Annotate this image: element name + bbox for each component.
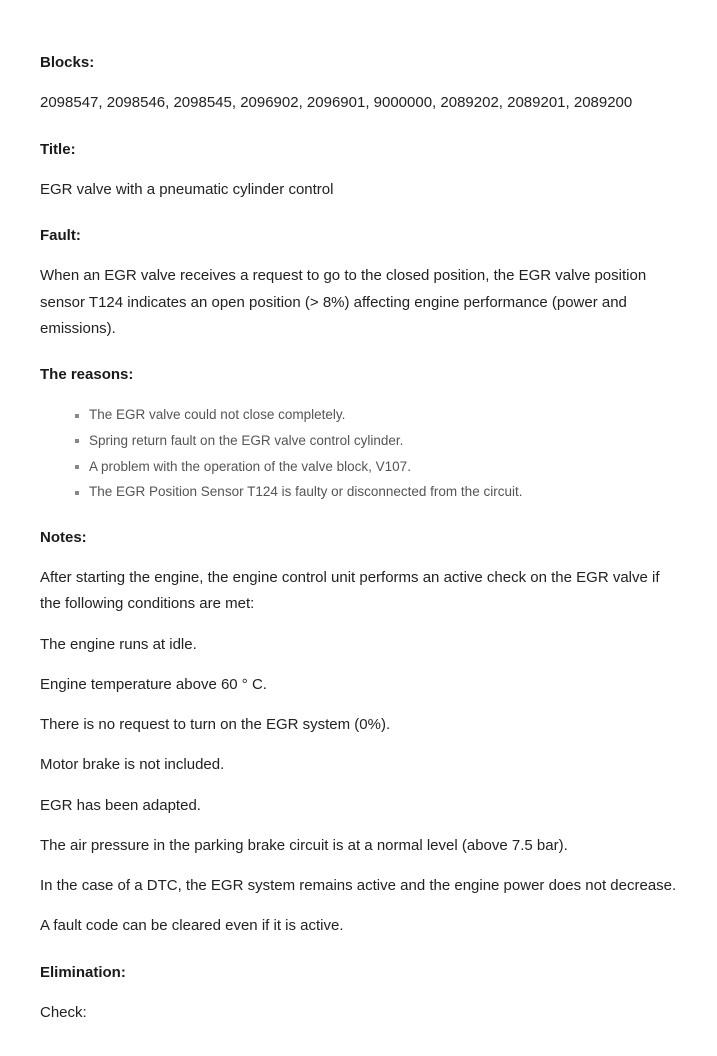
reasons-list: The EGR valve could not close completely…	[40, 402, 677, 505]
notes-text: In the case of a DTC, the EGR system rem…	[40, 873, 677, 899]
notes-text: The air pressure in the parking brake ci…	[40, 833, 677, 859]
notes-text: The engine runs at idle.	[40, 632, 677, 658]
notes-text: Engine temperature above 60 ° C.	[40, 672, 677, 698]
fault-text: When an EGR valve receives a request to …	[40, 263, 677, 342]
notes-text: A fault code can be cleared even if it i…	[40, 913, 677, 939]
notes-text: After starting the engine, the engine co…	[40, 565, 677, 618]
blocks-heading: Blocks:	[40, 50, 677, 76]
check-label: Check:	[40, 1000, 677, 1026]
title-heading: Title:	[40, 137, 677, 163]
reasons-heading: The reasons:	[40, 362, 677, 388]
fault-heading: Fault:	[40, 223, 677, 249]
list-item: A problem with the operation of the valv…	[75, 454, 677, 480]
notes-text: There is no request to turn on the EGR s…	[40, 712, 677, 738]
notes-heading: Notes:	[40, 525, 677, 551]
list-item: Spring return fault on the EGR valve con…	[75, 428, 677, 454]
list-item: The EGR Position Sensor T124 is faulty o…	[75, 479, 677, 505]
notes-text: Motor brake is not included.	[40, 752, 677, 778]
list-item: The EGR valve could not close completely…	[75, 402, 677, 428]
notes-text: EGR has been adapted.	[40, 793, 677, 819]
blocks-text: 2098547, 2098546, 2098545, 2096902, 2096…	[40, 90, 677, 116]
title-text: EGR valve with a pneumatic cylinder cont…	[40, 177, 677, 203]
elimination-heading: Elimination:	[40, 960, 677, 986]
